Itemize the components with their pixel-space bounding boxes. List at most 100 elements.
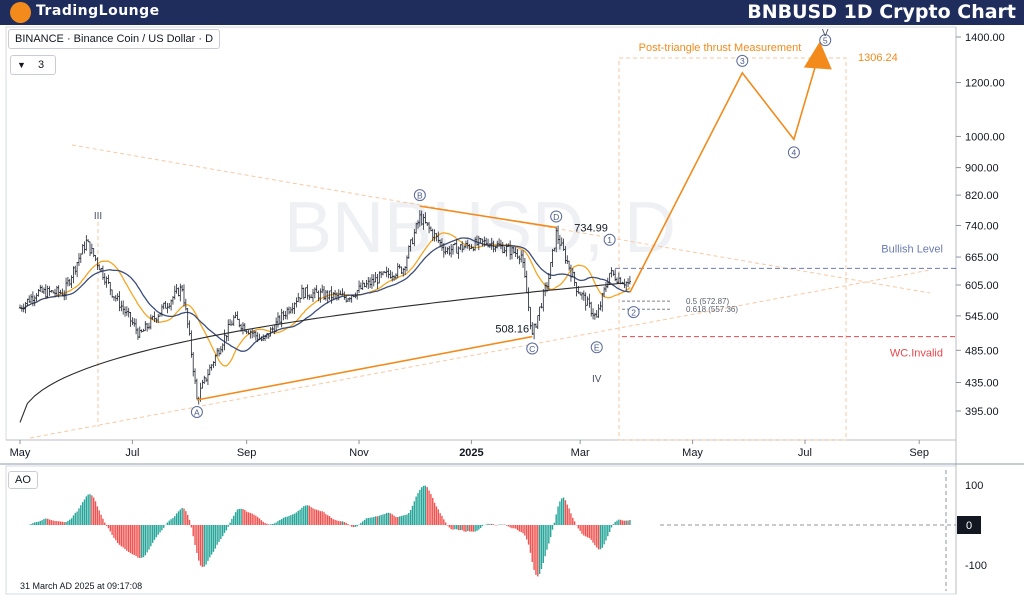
ao-bar (424, 485, 427, 525)
ao-bar (288, 515, 290, 525)
bullish-level-label: Bullish Level (881, 243, 943, 255)
candle (79, 253, 82, 263)
ao-bar (327, 515, 329, 525)
ao-bar (380, 515, 382, 525)
candle (37, 288, 40, 297)
candle (221, 343, 224, 353)
wave-label-c: C (526, 342, 539, 355)
candle (586, 296, 589, 306)
ao-bar (256, 517, 259, 525)
ao-bar (491, 523, 493, 525)
candle (540, 303, 543, 309)
ao-bar (461, 525, 463, 531)
chart-canvas[interactable]: BNBUSD, D A B C D E 1 2 3 4 5 III IV V 734.99 508.16 13… (0, 25, 1024, 595)
ao-bar (467, 525, 469, 531)
ao-tick-label: -100 (965, 560, 987, 572)
ao-bar (470, 525, 473, 532)
ao-bar (389, 513, 392, 525)
candle (304, 287, 307, 299)
ao-bar (444, 522, 447, 525)
ao-bar (397, 517, 399, 525)
candle (125, 306, 128, 316)
ao-bar (185, 511, 187, 525)
ao-bar (422, 485, 425, 525)
ao-bar (432, 497, 434, 525)
ao-bar (312, 508, 314, 525)
candle (278, 315, 281, 325)
ao-bar (391, 514, 393, 525)
ao-bar (142, 525, 145, 558)
ao-bar (317, 510, 320, 525)
candle (206, 368, 210, 385)
candle (88, 241, 92, 257)
y-tick-label: 665.00 (965, 252, 999, 264)
candle (385, 266, 388, 278)
x-tick-label: 2025 (459, 447, 483, 459)
ao-bar (513, 525, 515, 529)
ao-tick-label: 0 (966, 520, 972, 532)
ao-bar (216, 525, 218, 545)
ao-bar (192, 525, 194, 537)
ao-bar (339, 521, 342, 525)
ao-bar (603, 525, 605, 545)
ao-indicator-label[interactable]: AO (8, 471, 38, 489)
ao-bar (428, 490, 430, 525)
candle (50, 290, 53, 293)
y-tick-label: 435.00 (965, 377, 999, 389)
ao-bar (465, 525, 467, 532)
ao-bar (233, 515, 235, 525)
ao-bar (194, 525, 196, 545)
ao-bar (304, 505, 307, 525)
ao-bar (367, 517, 369, 525)
wave-label-3: 3 (736, 54, 749, 67)
ao-bar (441, 515, 443, 525)
candle (192, 352, 195, 377)
ao-bar (509, 525, 511, 528)
ao-bar (605, 525, 607, 541)
ao-bar (85, 496, 88, 525)
candle (138, 326, 141, 338)
ao-bar (93, 497, 95, 525)
candle (214, 354, 217, 367)
ao-bar (562, 497, 565, 525)
candle (72, 266, 75, 284)
wave-label-2: 2 (627, 306, 640, 319)
ao-bar (393, 515, 395, 525)
ao-bar (476, 525, 478, 531)
wave-a-c-line (196, 335, 533, 401)
candle (173, 285, 176, 300)
interval-selector[interactable]: ▼ 3 (10, 55, 56, 75)
ao-bar (408, 513, 410, 525)
invalid-level-label: WC.Invalid (890, 348, 943, 360)
ao-bar (610, 525, 613, 528)
ao-bar (538, 525, 541, 574)
price-label-734: 734.99 (574, 222, 608, 234)
ao-bar (594, 525, 596, 546)
ao-bar (374, 516, 377, 525)
ao-bar (627, 520, 629, 525)
x-tick-label: May (682, 447, 703, 459)
wave-label-b: B (413, 189, 426, 202)
ao-bar (293, 513, 296, 525)
ao-bar (400, 515, 403, 525)
ao-bar (188, 519, 191, 525)
ao-bar (537, 525, 539, 577)
ao-bar (118, 525, 121, 545)
ao-bar (549, 525, 552, 538)
ao-bar (579, 525, 581, 531)
ao-bar (601, 525, 603, 548)
ao-bar (231, 518, 233, 525)
ao-bar (336, 520, 338, 525)
symbol-label[interactable]: BINANCE · Binance Coin / US Dollar · D (8, 29, 221, 49)
ao-bar (139, 525, 141, 559)
wave-label-3-text: 3 (740, 56, 745, 66)
candle (225, 334, 228, 342)
ao-bar (382, 514, 384, 525)
ao-bar (282, 517, 285, 525)
candle (249, 330, 252, 339)
ao-bar (264, 523, 266, 525)
ao-bar (39, 520, 41, 525)
ao-bar (30, 524, 32, 525)
ao-bar (244, 509, 246, 525)
wave-label-5-circle (819, 34, 832, 47)
